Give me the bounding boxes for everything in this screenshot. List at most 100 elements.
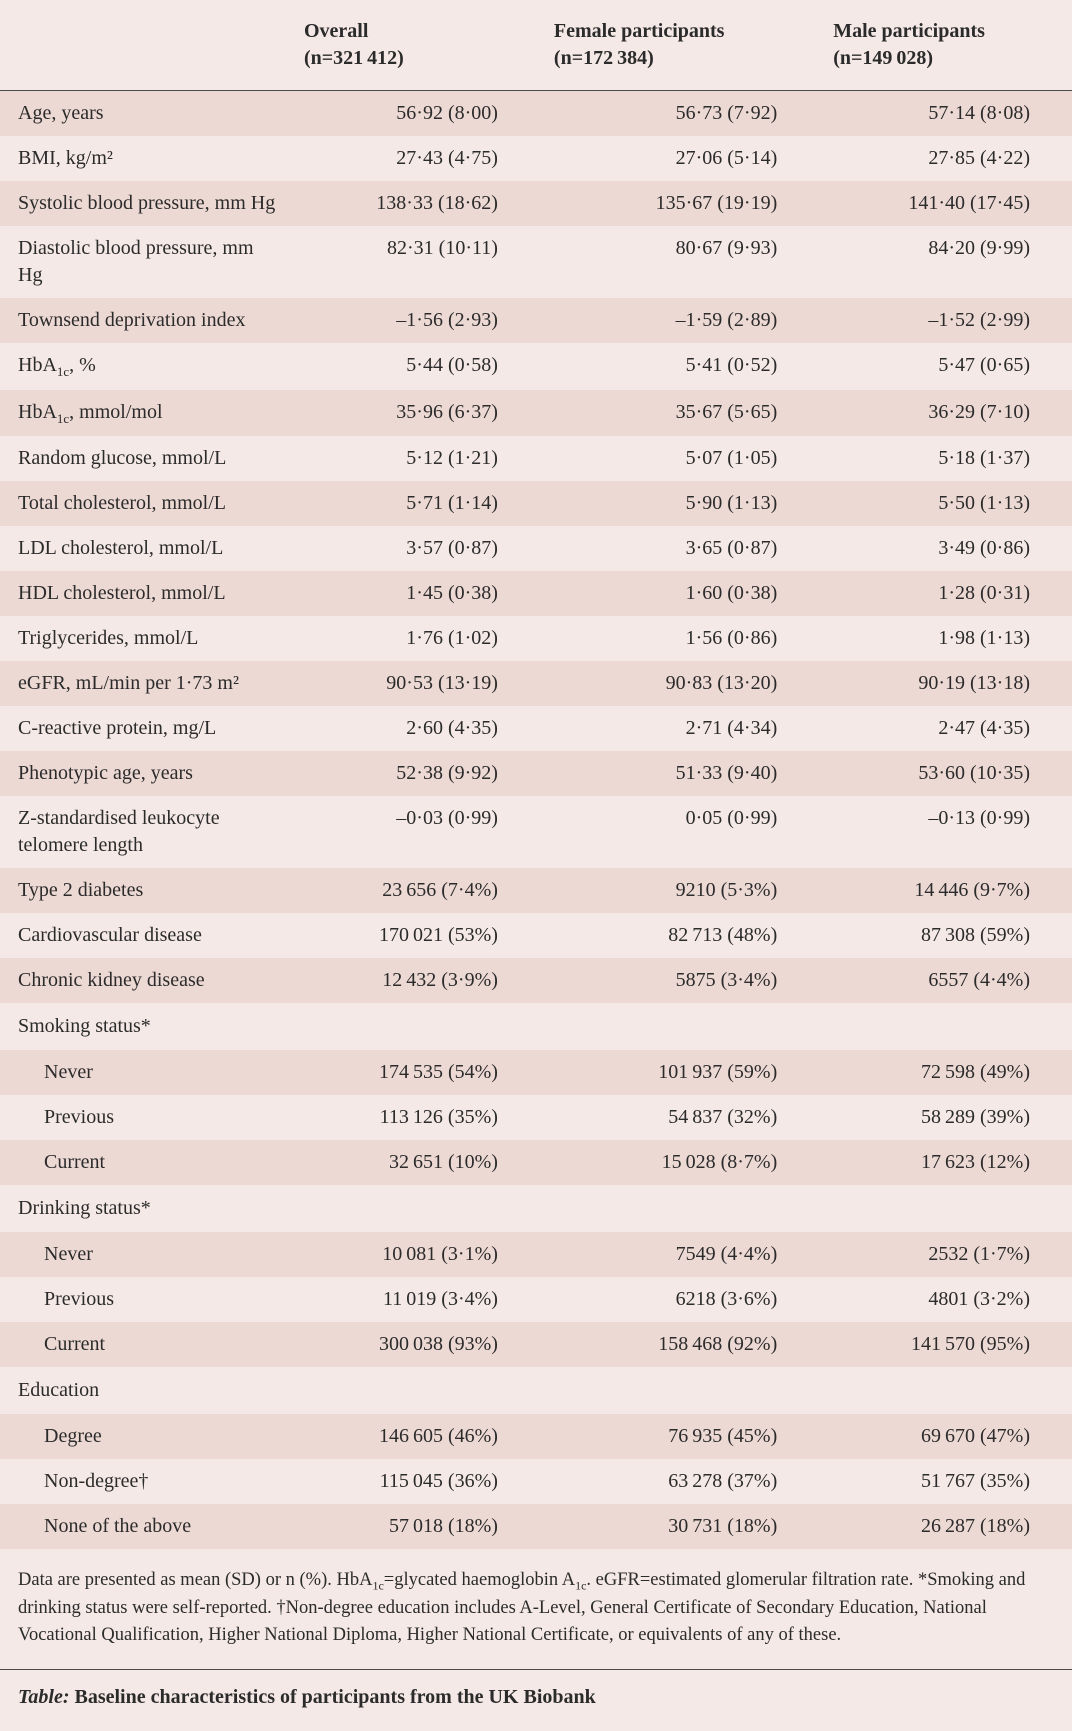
- row-label: Type 2 diabetes: [0, 868, 290, 913]
- row-label: Never: [0, 1050, 290, 1095]
- value-cell: 12 432 (3·9%): [290, 958, 540, 1003]
- row-label: Systolic blood pressure, mm Hg: [0, 181, 290, 226]
- value-cell: 69 670 (47%): [819, 1414, 1072, 1459]
- value-cell: 9210 (5·3%): [540, 868, 819, 913]
- value-cell: 90·83 (13·20): [540, 661, 819, 706]
- section-row: Education: [0, 1367, 1072, 1414]
- row-label: Never: [0, 1232, 290, 1277]
- row-label: LDL cholesterol, mmol/L: [0, 526, 290, 571]
- empty-cell: [290, 1185, 540, 1232]
- value-cell: 4801 (3·2%): [819, 1277, 1072, 1322]
- row-label: Age, years: [0, 91, 290, 137]
- row-label: Current: [0, 1322, 290, 1367]
- value-cell: –1·56 (2·93): [290, 298, 540, 343]
- row-label: Random glucose, mmol/L: [0, 436, 290, 481]
- value-cell: 56·92 (8·00): [290, 91, 540, 137]
- table-row: BMI, kg/m²27·43 (4·75)27·06 (5·14)27·85 …: [0, 136, 1072, 181]
- row-label: None of the above: [0, 1504, 290, 1549]
- table-row: Triglycerides, mmol/L1·76 (1·02)1·56 (0·…: [0, 616, 1072, 661]
- row-label: Current: [0, 1140, 290, 1185]
- empty-cell: [819, 1367, 1072, 1414]
- table-row: Townsend deprivation index–1·56 (2·93)–1…: [0, 298, 1072, 343]
- row-label: BMI, kg/m²: [0, 136, 290, 181]
- table-row: Total cholesterol, mmol/L5·71 (1·14)5·90…: [0, 481, 1072, 526]
- empty-cell: [819, 1185, 1072, 1232]
- value-cell: 2·71 (4·34): [540, 706, 819, 751]
- row-label: Drinking status*: [0, 1185, 290, 1232]
- value-cell: –1·59 (2·89): [540, 298, 819, 343]
- col-header-line2: (n=321 412): [304, 47, 404, 69]
- table-row: Age, years56·92 (8·00)56·73 (7·92)57·14 …: [0, 91, 1072, 137]
- row-label: C-reactive protein, mg/L: [0, 706, 290, 751]
- value-cell: 1·56 (0·86): [540, 616, 819, 661]
- value-cell: 27·06 (5·14): [540, 136, 819, 181]
- value-cell: 35·67 (5·65): [540, 390, 819, 437]
- value-cell: 1·28 (0·31): [819, 571, 1072, 616]
- empty-cell: [290, 1367, 540, 1414]
- value-cell: 84·20 (9·99): [819, 226, 1072, 298]
- value-cell: 5·47 (0·65): [819, 343, 1072, 390]
- value-cell: 11 019 (3·4%): [290, 1277, 540, 1322]
- value-cell: 5·50 (1·13): [819, 481, 1072, 526]
- table-row: Degree146 605 (46%)76 935 (45%)69 670 (4…: [0, 1414, 1072, 1459]
- caption-label: Table:: [18, 1686, 69, 1708]
- col-header-line1: Male participants: [833, 20, 985, 42]
- value-cell: 90·53 (13·19): [290, 661, 540, 706]
- value-cell: 72 598 (49%): [819, 1050, 1072, 1095]
- value-cell: 90·19 (13·18): [819, 661, 1072, 706]
- col-header-line2: (n=149 028): [833, 47, 933, 69]
- value-cell: 76 935 (45%): [540, 1414, 819, 1459]
- row-label: Townsend deprivation index: [0, 298, 290, 343]
- value-cell: 141 570 (95%): [819, 1322, 1072, 1367]
- value-cell: 113 126 (35%): [290, 1095, 540, 1140]
- col-header-line1: Female participants: [554, 20, 725, 42]
- value-cell: 2·47 (4·35): [819, 706, 1072, 751]
- value-cell: 6218 (3·6%): [540, 1277, 819, 1322]
- col-header-line2: (n=172 384): [554, 47, 654, 69]
- value-cell: 1·98 (1·13): [819, 616, 1072, 661]
- value-cell: 1·76 (1·02): [290, 616, 540, 661]
- row-label: Previous: [0, 1277, 290, 1322]
- value-cell: 56·73 (7·92): [540, 91, 819, 137]
- table-row: Cardiovascular disease170 021 (53%)82 71…: [0, 913, 1072, 958]
- table-row: LDL cholesterol, mmol/L3·57 (0·87)3·65 (…: [0, 526, 1072, 571]
- value-cell: 5·18 (1·37): [819, 436, 1072, 481]
- value-cell: 23 656 (7·4%): [290, 868, 540, 913]
- row-label: Total cholesterol, mmol/L: [0, 481, 290, 526]
- value-cell: 17 623 (12%): [819, 1140, 1072, 1185]
- value-cell: 82·31 (10·11): [290, 226, 540, 298]
- table-row: Non-degree†115 045 (36%)63 278 (37%)51 7…: [0, 1459, 1072, 1504]
- table-row: Random glucose, mmol/L5·12 (1·21)5·07 (1…: [0, 436, 1072, 481]
- value-cell: 57·14 (8·08): [819, 91, 1072, 137]
- empty-cell: [540, 1003, 819, 1050]
- value-cell: 5·07 (1·05): [540, 436, 819, 481]
- row-label: Non-degree†: [0, 1459, 290, 1504]
- value-cell: 27·43 (4·75): [290, 136, 540, 181]
- table-header: Overall (n=321 412) Female participants …: [0, 0, 1072, 91]
- empty-cell: [540, 1185, 819, 1232]
- table-row: C-reactive protein, mg/L2·60 (4·35)2·71 …: [0, 706, 1072, 751]
- table-row: Phenotypic age, years52·38 (9·92)51·33 (…: [0, 751, 1072, 796]
- value-cell: 5·44 (0·58): [290, 343, 540, 390]
- table-row: Chronic kidney disease12 432 (3·9%)5875 …: [0, 958, 1072, 1003]
- value-cell: 2532 (1·7%): [819, 1232, 1072, 1277]
- value-cell: 32 651 (10%): [290, 1140, 540, 1185]
- table-row: eGFR, mL/min per 1·73 m²90·53 (13·19)90·…: [0, 661, 1072, 706]
- value-cell: 3·49 (0·86): [819, 526, 1072, 571]
- value-cell: 10 081 (3·1%): [290, 1232, 540, 1277]
- section-row: Smoking status*: [0, 1003, 1072, 1050]
- table-row: Previous11 019 (3·4%)6218 (3·6%)4801 (3·…: [0, 1277, 1072, 1322]
- value-cell: 27·85 (4·22): [819, 136, 1072, 181]
- table-row: Type 2 diabetes23 656 (7·4%)9210 (5·3%)1…: [0, 868, 1072, 913]
- row-label: Triglycerides, mmol/L: [0, 616, 290, 661]
- section-row: Drinking status*: [0, 1185, 1072, 1232]
- row-label: Degree: [0, 1414, 290, 1459]
- value-cell: 52·38 (9·92): [290, 751, 540, 796]
- value-cell: 51 767 (35%): [819, 1459, 1072, 1504]
- value-cell: 101 937 (59%): [540, 1050, 819, 1095]
- col-header-blank: [0, 0, 290, 91]
- table-row: None of the above57 018 (18%)30 731 (18%…: [0, 1504, 1072, 1549]
- value-cell: 57 018 (18%): [290, 1504, 540, 1549]
- value-cell: 0·05 (0·99): [540, 796, 819, 868]
- value-cell: 1·60 (0·38): [540, 571, 819, 616]
